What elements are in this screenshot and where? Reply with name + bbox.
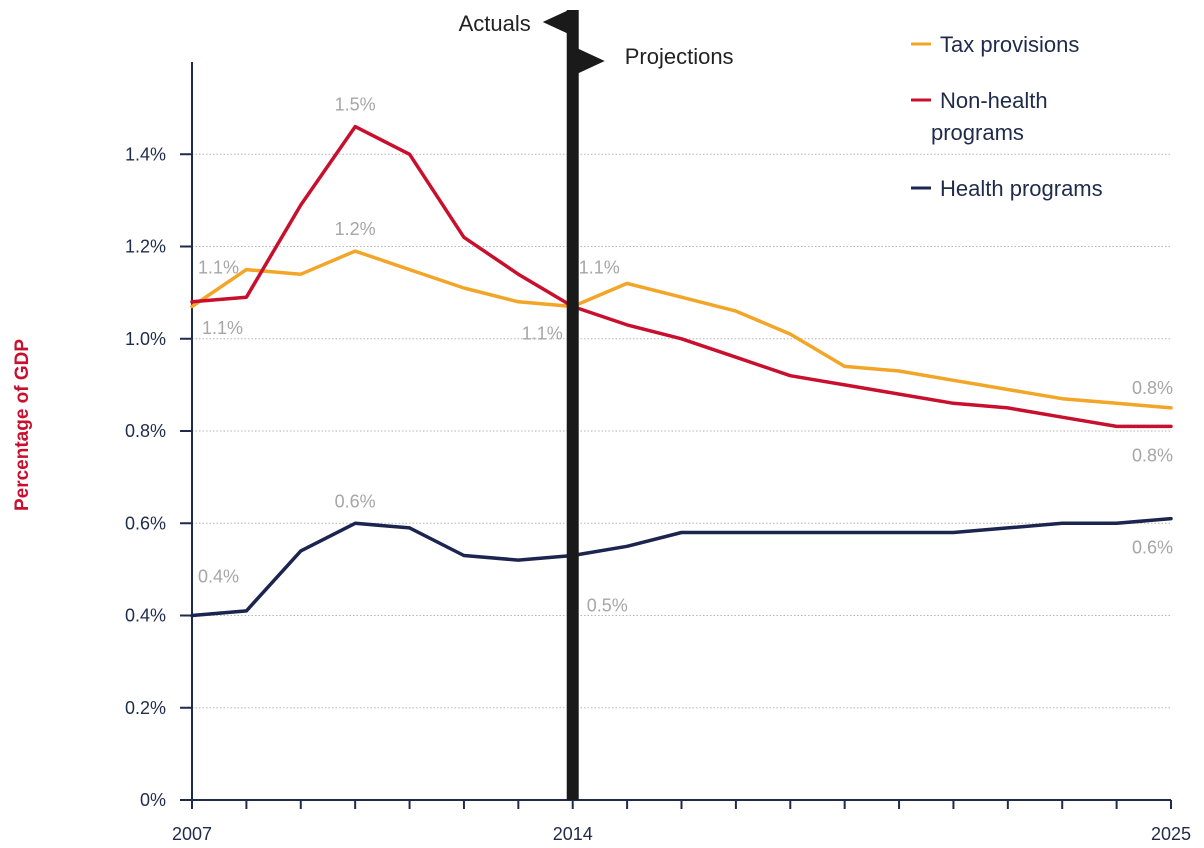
actuals-label: Actuals [459,11,531,36]
series-lines [190,124,1173,618]
data-label: 1.1% [579,257,620,277]
data-label: 1.2% [335,219,376,239]
legend: Tax provisions Non-health programs Health p… [911,32,1103,201]
y-tick-label: 0.4% [125,606,166,626]
actuals-arrow [542,10,569,34]
gridlines [192,153,1171,709]
axes: 0% 0.2% 0.4% 0.6% 0.8% 1.0% 1.2% 1.4% 2007 2014 20… [125,62,1191,844]
legend-label: Non-health [940,88,1048,113]
data-label: 0.6% [1132,538,1173,558]
x-tick-label: 2014 [553,824,593,844]
x-tick-label: 2025 [1151,824,1191,844]
series-line [190,124,1173,429]
data-labels: 1.1% 1.1% 1.5% 1.2% 0.6% 1.1% 1.1% 0.5% 0.4% 0.8%… [198,95,1173,616]
data-label: 0.4% [198,567,239,587]
data-label: 0.8% [1132,445,1173,465]
legend-label: Health programs [940,176,1103,201]
x-tick-label: 2007 [172,824,212,844]
series-line [190,249,1173,410]
y-tick-label: 0.2% [125,698,166,718]
projections-label: Projections [625,44,734,69]
divider-bar [566,10,579,800]
y-tick-label: 1.0% [125,329,166,349]
data-label: 1.1% [202,318,243,338]
y-tick-label: 1.2% [125,237,166,257]
data-label: 0.8% [1132,378,1173,398]
actuals-projections-divider: Actuals Projections [459,10,734,800]
y-axis-label: Percentage of GDP [12,339,33,511]
series-line [190,516,1173,618]
legend-label: Tax provisions [940,32,1079,57]
projections-arrow [576,48,605,74]
y-tick-label: 0% [140,790,166,810]
data-label: 1.5% [335,95,376,115]
data-label: 0.5% [587,596,628,616]
data-label: 1.1% [522,323,563,343]
y-tick-label: 1.4% [125,144,166,164]
data-label: 1.1% [198,257,239,277]
y-tick-label: 0.8% [125,421,166,441]
y-tick-label: 0.6% [125,513,166,533]
legend-label: programs [931,120,1024,145]
data-label: 0.6% [335,491,376,511]
